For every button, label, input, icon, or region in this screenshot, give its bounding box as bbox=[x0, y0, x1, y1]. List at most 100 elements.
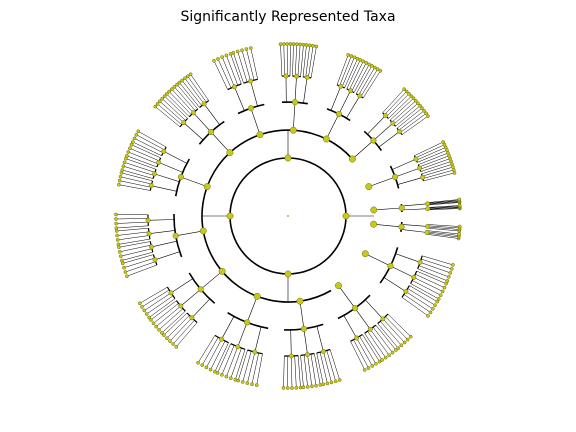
family-edge bbox=[193, 112, 212, 133]
order-node bbox=[370, 137, 377, 144]
leaf-edge bbox=[416, 270, 447, 284]
leaf-edge bbox=[176, 322, 198, 347]
family-edge bbox=[183, 122, 204, 141]
phylum-node bbox=[342, 212, 350, 220]
leaf-edge bbox=[375, 324, 397, 351]
leaf-node bbox=[457, 203, 462, 208]
leaf-node bbox=[235, 49, 240, 54]
leaf-edge bbox=[144, 292, 172, 311]
family-edge bbox=[383, 277, 407, 292]
leaf-node bbox=[144, 312, 149, 316]
leaf-edge bbox=[289, 43, 291, 77]
leaf-node bbox=[185, 74, 190, 79]
family-node bbox=[252, 349, 258, 355]
leaf-edge bbox=[370, 329, 390, 356]
leaf-node bbox=[420, 106, 424, 110]
leaf-edge bbox=[124, 162, 156, 173]
leaf-node bbox=[236, 378, 241, 383]
leaf-node bbox=[224, 374, 229, 379]
class-node bbox=[370, 220, 378, 228]
order-node bbox=[197, 286, 204, 293]
family-node bbox=[152, 171, 157, 177]
family-node bbox=[380, 316, 386, 322]
leaf-node bbox=[162, 94, 167, 99]
leaf-edge bbox=[348, 61, 364, 91]
leaf-node bbox=[117, 249, 122, 254]
leaf-node bbox=[168, 339, 172, 343]
leaf-edge bbox=[169, 317, 193, 342]
order-node bbox=[398, 223, 405, 230]
leaf-node bbox=[424, 111, 428, 116]
leaf-node bbox=[128, 146, 132, 151]
leaf-edge bbox=[206, 339, 222, 368]
leaf-edge bbox=[401, 115, 429, 135]
leaf-edge bbox=[427, 225, 460, 229]
leaf-edge bbox=[329, 349, 340, 381]
leaf-node bbox=[151, 321, 156, 326]
leaf-edge bbox=[126, 264, 157, 277]
family-node bbox=[161, 148, 167, 154]
leaf-node bbox=[142, 308, 147, 313]
leaf-node bbox=[129, 142, 134, 147]
leaf-edge bbox=[391, 100, 416, 123]
leaf-node bbox=[169, 87, 174, 92]
leaf-edge bbox=[300, 355, 304, 388]
leaf-node bbox=[285, 42, 290, 46]
class-edge bbox=[365, 253, 391, 267]
leaf-node bbox=[200, 363, 205, 367]
leaf-node bbox=[117, 245, 121, 250]
leaf-edge bbox=[393, 103, 419, 125]
family-edge bbox=[221, 316, 235, 340]
leaf-edge bbox=[213, 60, 228, 90]
leaf-node bbox=[119, 171, 124, 175]
leaf-edge bbox=[419, 155, 450, 168]
leaf-edge bbox=[233, 52, 244, 84]
leaf-edge bbox=[307, 354, 313, 387]
class-node bbox=[365, 183, 373, 191]
family-edge bbox=[303, 77, 308, 104]
leaf-edge bbox=[166, 315, 190, 339]
leaf-node bbox=[228, 376, 233, 381]
family-edge bbox=[303, 328, 308, 355]
class-edge bbox=[373, 223, 402, 228]
family-edge bbox=[180, 289, 201, 307]
leaf-edge bbox=[427, 200, 460, 205]
leaf-node bbox=[387, 353, 391, 358]
leaf-node bbox=[245, 381, 250, 385]
leaf-node bbox=[117, 178, 122, 183]
leaf-node bbox=[399, 343, 404, 348]
leaf-edge bbox=[416, 147, 446, 161]
leaf-edge bbox=[141, 289, 170, 308]
leaf-node bbox=[115, 233, 119, 238]
leaf-node bbox=[333, 379, 338, 384]
leaf-edge bbox=[221, 57, 235, 87]
leaf-node bbox=[134, 132, 139, 137]
leaf-edge bbox=[121, 172, 153, 182]
leaf-edge bbox=[362, 334, 380, 362]
order-node bbox=[291, 99, 299, 106]
order-node bbox=[335, 110, 342, 118]
family-node bbox=[148, 183, 154, 189]
leaf-edge bbox=[156, 305, 181, 327]
leaf-edge bbox=[386, 93, 410, 117]
family-edge bbox=[343, 315, 357, 339]
leaf-node bbox=[188, 72, 193, 77]
class-node bbox=[203, 183, 211, 191]
family-node bbox=[201, 101, 207, 107]
leaf-node bbox=[430, 306, 435, 311]
family-edge bbox=[170, 278, 193, 294]
leaf-node bbox=[183, 76, 187, 81]
leaf-node bbox=[228, 52, 233, 56]
leaf-edge bbox=[427, 202, 460, 206]
leaf-node bbox=[349, 54, 354, 58]
leaf-node bbox=[118, 254, 123, 259]
leaf-node bbox=[433, 303, 437, 308]
leaf-edge bbox=[415, 144, 445, 159]
leaf-edge bbox=[247, 351, 256, 384]
leaf-edge bbox=[415, 273, 445, 288]
leaf-edge bbox=[339, 56, 352, 86]
leaf-node bbox=[318, 383, 323, 387]
leaf-node bbox=[281, 386, 286, 390]
leaf-node bbox=[298, 385, 303, 390]
family-node bbox=[145, 217, 151, 223]
